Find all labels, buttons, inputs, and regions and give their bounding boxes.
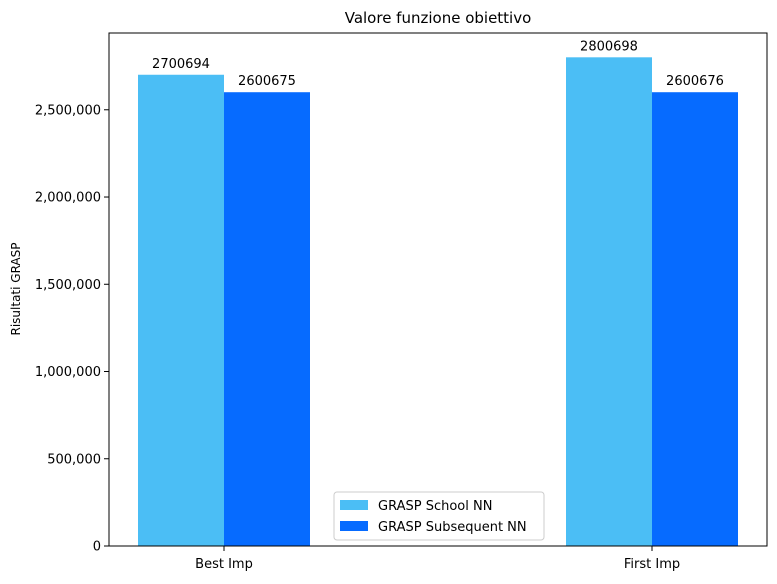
y-axis-label: Risultati GRASP [9, 243, 23, 336]
data-label: 2600675 [238, 74, 296, 89]
y-tick-label: 1,000,000 [35, 365, 101, 380]
legend-label: GRASP Subsequent NN [378, 520, 527, 535]
chart-title: Valore funzione obiettivo [345, 9, 532, 27]
y-tick-label: 2,500,000 [35, 103, 101, 118]
bar-2-best-imp [224, 92, 310, 547]
y-tick-label: 0 [93, 540, 101, 555]
legend-swatch [340, 521, 368, 531]
plot-area: 2700694 2800698 2600675 2600676 0 500,000 1,00… [35, 32, 768, 572]
legend-swatch [340, 500, 368, 510]
bar-2-first-imp [652, 92, 738, 547]
data-label: 2600676 [666, 74, 724, 89]
y-tick-label: 2,000,000 [35, 191, 101, 206]
data-label: 2700694 [152, 57, 210, 72]
bar-1-first-imp [566, 57, 652, 547]
data-label: 2800698 [580, 39, 638, 54]
legend-box [333, 491, 545, 541]
y-tick-label: 500,000 [47, 452, 101, 467]
y-tick-label: 1,500,000 [35, 278, 101, 293]
axes-frame [108, 32, 768, 547]
legend: GRASP School NN GRASP Subsequent NN [333, 491, 545, 541]
x-tick-label: Best Imp [195, 557, 253, 572]
x-tick-label: First Imp [624, 557, 680, 572]
bar-1-best-imp [138, 74, 224, 546]
legend-label: GRASP School NN [378, 499, 492, 514]
